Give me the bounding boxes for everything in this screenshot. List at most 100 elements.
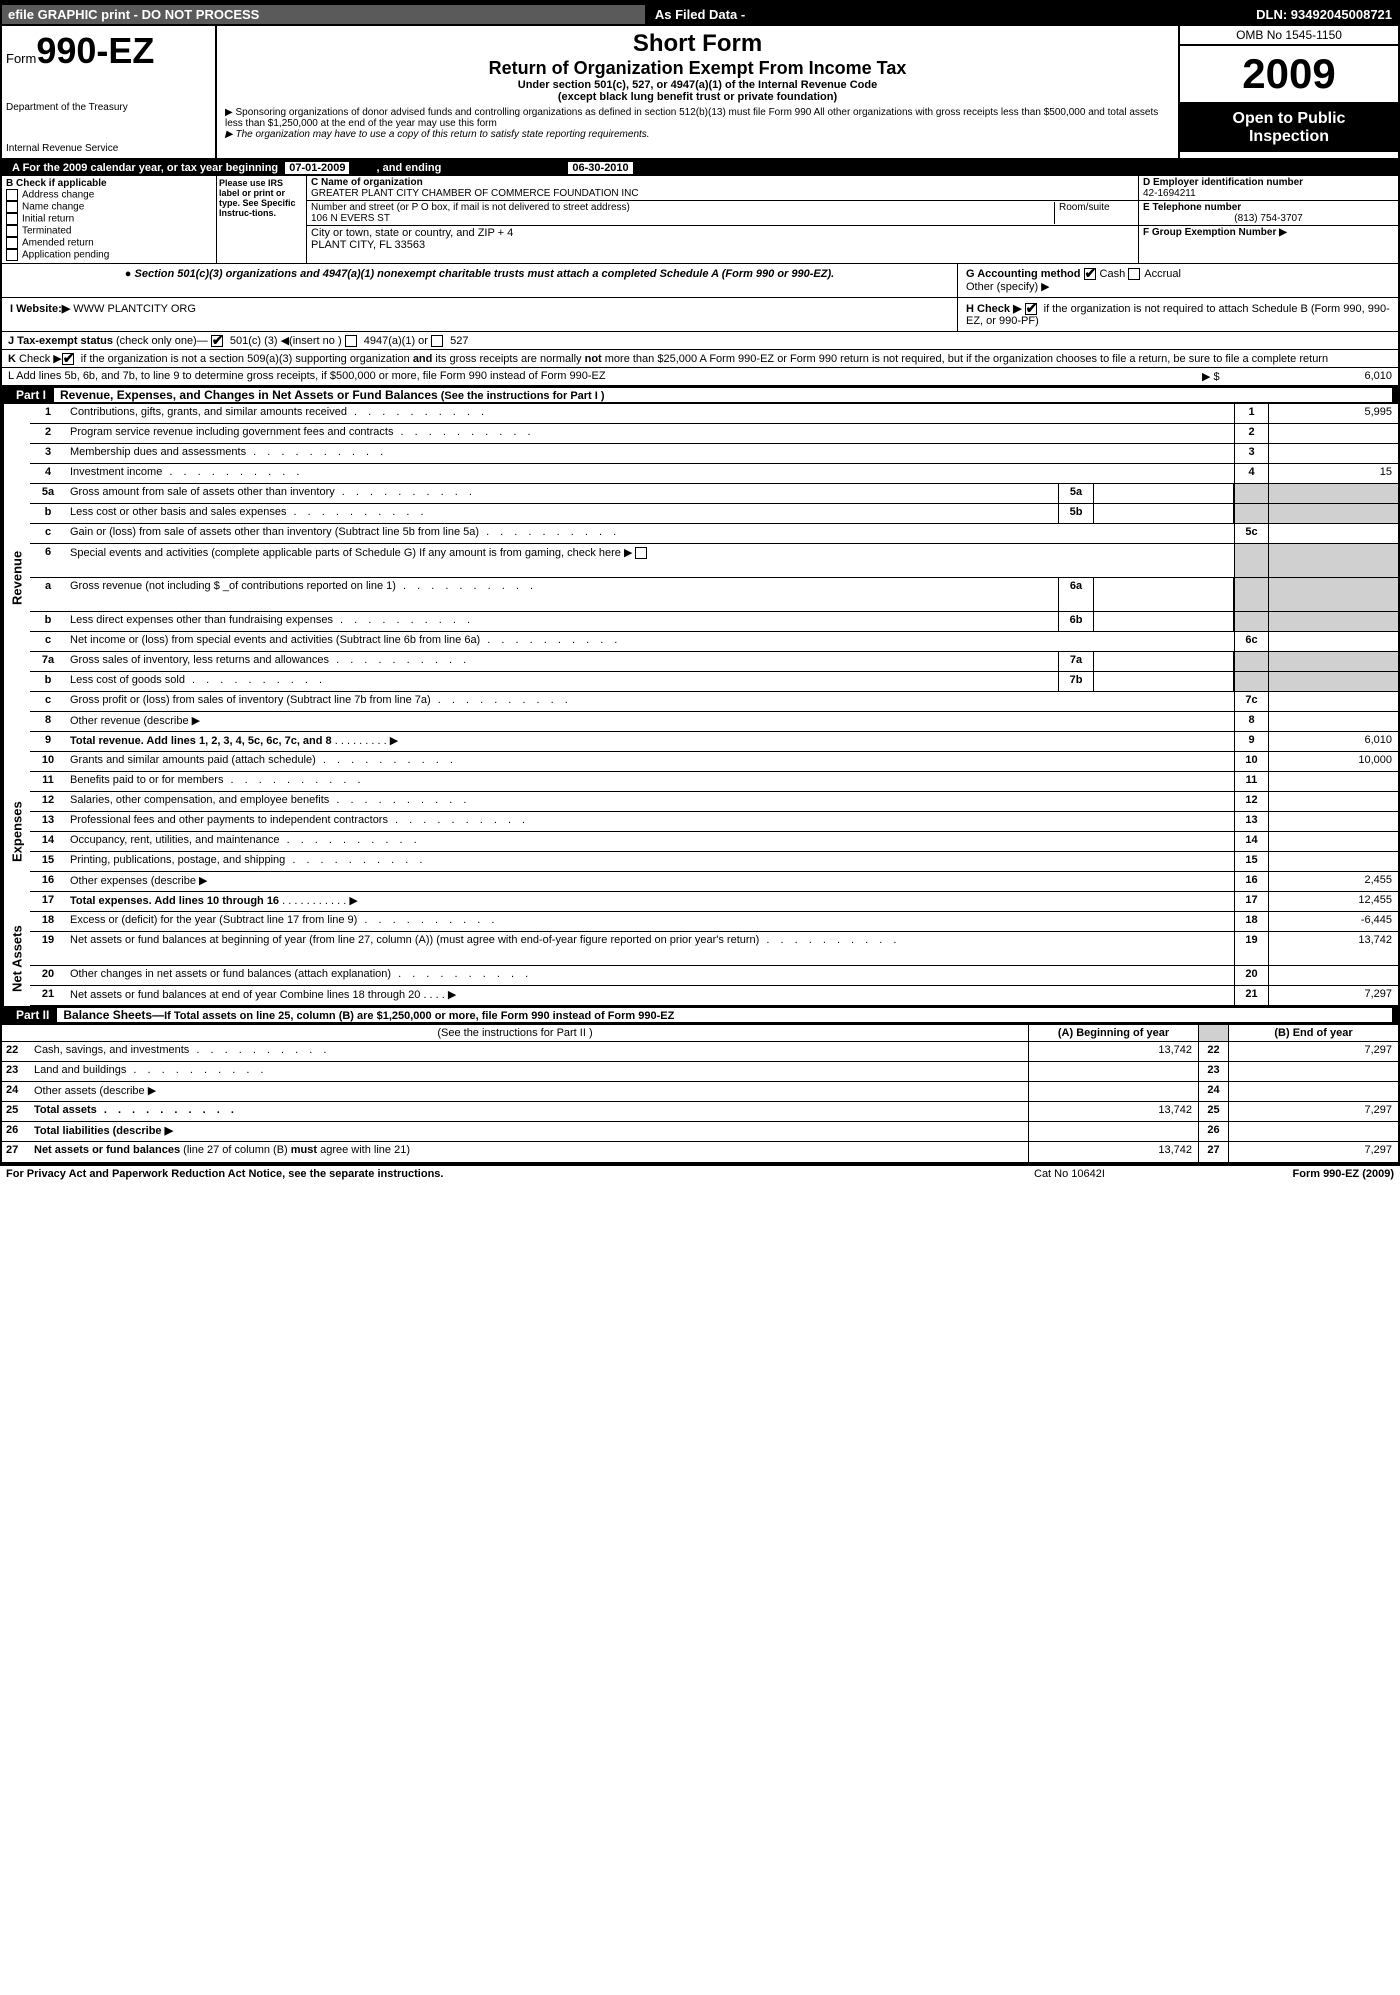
box-k: K Check ▶ if the organization is not a s… — [2, 350, 1398, 368]
line-20: 20Other changes in net assets or fund ba… — [30, 966, 1398, 986]
line-21: 21Net assets or fund balances at end of … — [30, 986, 1398, 1006]
line-19: 19Net assets or fund balances at beginni… — [30, 932, 1398, 966]
dept-treasury: Department of the Treasury — [6, 102, 211, 113]
g-cash: Cash — [1100, 268, 1126, 280]
line-9: 9Total revenue. Add lines 1, 2, 3, 4, 5c… — [30, 732, 1398, 752]
expenses-section: Expenses 10Grants and similar amounts pa… — [2, 752, 1398, 912]
subtitle-2: (except black lung benefit trust or priv… — [225, 91, 1170, 103]
omb-number: OMB No 1545-1150 — [1180, 26, 1398, 46]
netassets-vlabel: Net Assets — [2, 912, 30, 1006]
box-b: B Check if applicable Address change Nam… — [2, 176, 217, 263]
bs-colB: (B) End of year — [1228, 1025, 1398, 1041]
room-lbl: Room/suite — [1054, 202, 1134, 224]
chk-4947[interactable] — [345, 335, 357, 347]
chk-pending[interactable]: Application pending — [6, 249, 212, 261]
mid-grid-1: ● Section 501(c)(3) organizations and 49… — [2, 264, 1398, 298]
expenses-vlabel: Expenses — [2, 752, 30, 912]
org-name-lbl: C Name of organization — [311, 177, 1134, 188]
bs-header: (See the instructions for Part II ) (A) … — [2, 1024, 1398, 1042]
line-16: 16Other expenses (describe ▶162,455 — [30, 872, 1398, 892]
tel-lbl: E Telephone number — [1143, 202, 1394, 213]
line-3: 3Membership dues and assessments3 — [30, 444, 1398, 464]
period-end: 06-30-2010 — [568, 162, 632, 174]
chk-501c[interactable] — [211, 335, 223, 347]
addr-val: 106 N EVERS ST — [311, 213, 1054, 224]
inspect-line2: Inspection — [1186, 128, 1392, 146]
sponsor-note: ▶ Sponsoring organizations of donor advi… — [225, 107, 1170, 129]
line-12: 12Salaries, other compensation, and empl… — [30, 792, 1398, 812]
chk-name[interactable]: Name change — [6, 201, 212, 213]
inspect-line1: Open to Public — [1186, 110, 1392, 128]
revenue-vlabel: Revenue — [2, 404, 30, 752]
part1-title: Revenue, Expenses, and Changes in Net As… — [54, 388, 1392, 402]
l-arrow: ▶ $ — [1202, 370, 1262, 383]
chk-accrual[interactable] — [1128, 268, 1140, 280]
bs-instr: (See the instructions for Part II ) — [2, 1025, 1028, 1041]
chk-k[interactable] — [62, 353, 74, 365]
chk-527[interactable] — [431, 335, 443, 347]
line-5a: 5aGross amount from sale of assets other… — [30, 484, 1398, 504]
line-4: 4Investment income415 — [30, 464, 1398, 484]
header-mid: Short Form Return of Organization Exempt… — [217, 26, 1178, 158]
city-lbl: City or town, state or country, and ZIP … — [311, 227, 1134, 239]
tax-year: 2009 — [1180, 46, 1398, 104]
line-5b: bLess cost or other basis and sales expe… — [30, 504, 1398, 524]
box-g: G Accounting method Cash Accrual Other (… — [958, 264, 1398, 297]
org-name-row: C Name of organization GREATER PLANT CIT… — [307, 176, 1138, 201]
line-13: 13Professional fees and other payments t… — [30, 812, 1398, 832]
j-501c: 501(c) (3) ◀(insert no ) — [230, 335, 342, 347]
line-6b: bLess direct expenses other than fundrai… — [30, 612, 1398, 632]
efile-topbar: efile GRAPHIC print - DO NOT PROCESS As … — [2, 2, 1398, 26]
k-text: K Check ▶ if the organization is not a s… — [8, 353, 1328, 365]
form-header: Form990-EZ Department of the Treasury In… — [2, 26, 1398, 160]
state-note: ▶ The organization may have to use a cop… — [225, 129, 1170, 140]
efile-label: efile GRAPHIC print - DO NOT PROCESS — [2, 5, 645, 24]
line-15: 15Printing, publications, postage, and s… — [30, 852, 1398, 872]
l-text: L Add lines 5b, 6b, and 7b, to line 9 to… — [8, 370, 1202, 383]
dept-irs: Internal Revenue Service — [6, 143, 211, 154]
form-990ez-page: efile GRAPHIC print - DO NOT PROCESS As … — [0, 0, 1400, 1164]
line-10: 10Grants and similar amounts paid (attac… — [30, 752, 1398, 772]
asfiled-label: As Filed Data - — [645, 5, 755, 24]
chk-terminated[interactable]: Terminated — [6, 225, 212, 237]
part2-title: Balance Sheets—If Total assets on line 2… — [57, 1008, 1392, 1022]
line-7c: cGross profit or (loss) from sales of in… — [30, 692, 1398, 712]
revenue-section: Revenue 1Contributions, gifts, grants, a… — [2, 404, 1398, 752]
chk-cash[interactable] — [1084, 268, 1096, 280]
subtitle-1: Under section 501(c), 527, or 4947(a)(1)… — [225, 79, 1170, 91]
page-footer: For Privacy Act and Paperwork Reduction … — [0, 1164, 1400, 1182]
chk-address[interactable]: Address change — [6, 189, 212, 201]
line-8: 8Other revenue (describe ▶8 — [30, 712, 1398, 732]
footer-privacy: For Privacy Act and Paperwork Reduction … — [6, 1168, 1034, 1180]
line-6c: cNet income or (loss) from special event… — [30, 632, 1398, 652]
period-mid: , and ending — [373, 162, 449, 174]
grp-row: F Group Exemption Number ▶ — [1139, 226, 1398, 239]
j-4947: 4947(a)(1) or — [364, 335, 428, 347]
dln-label: DLN: 93492045008721 — [755, 5, 1398, 24]
chk-initial[interactable]: Initial return — [6, 213, 212, 225]
g-label: G Accounting method — [966, 268, 1080, 280]
j-527: 527 — [450, 335, 468, 347]
chk-amended[interactable]: Amended return — [6, 237, 212, 249]
sec501-note: ● Section 501(c)(3) organizations and 49… — [2, 264, 958, 297]
bs-colA: (A) Beginning of year — [1028, 1025, 1198, 1041]
l-amt: 6,010 — [1262, 370, 1392, 383]
part1-bar: Part I Revenue, Expenses, and Changes in… — [2, 386, 1398, 404]
ein-lbl: D Employer identification number — [1143, 177, 1394, 188]
g-accrual: Accrual — [1144, 268, 1181, 280]
chk-h[interactable] — [1025, 303, 1037, 315]
ein-row: D Employer identification number 42-1694… — [1139, 176, 1398, 201]
box-l: L Add lines 5b, 6b, and 7b, to line 9 to… — [2, 368, 1398, 386]
ein-val: 42-1694211 — [1143, 188, 1394, 199]
bs-23: 23Land and buildings23 — [2, 1062, 1398, 1082]
line-11: 11Benefits paid to or for members11 — [30, 772, 1398, 792]
bs-24: 24Other assets (describe ▶24 — [2, 1082, 1398, 1102]
grp-lbl: F Group Exemption Number ▶ — [1143, 227, 1287, 238]
form-number: 990-EZ — [36, 30, 154, 71]
box-def: D Employer identification number 42-1694… — [1138, 176, 1398, 263]
i-label: I Website:▶ — [10, 303, 70, 315]
bs-22: 22Cash, savings, and investments13,74222… — [2, 1042, 1398, 1062]
chk-gaming[interactable] — [635, 547, 647, 559]
form-prefix: Form — [6, 51, 36, 66]
line-7a: 7aGross sales of inventory, less returns… — [30, 652, 1398, 672]
